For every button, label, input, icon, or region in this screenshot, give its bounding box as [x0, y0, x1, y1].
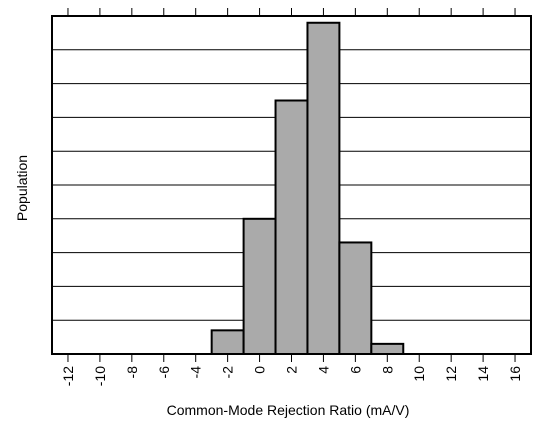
x-tick-label: 14: [475, 366, 491, 382]
histogram-bar: [370, 342, 405, 355]
x-tick-label: -10: [92, 366, 108, 386]
histogram-bars: [210, 21, 405, 356]
x-tick-label: 4: [315, 366, 331, 374]
x-axis-label: Common-Mode Rejection Ratio (mA/V): [167, 402, 410, 418]
x-tick-label: 6: [347, 366, 363, 374]
x-tick-label: 0: [252, 366, 268, 374]
x-tick-label: 2: [284, 366, 300, 374]
x-tick-label: 16: [507, 366, 523, 382]
histogram-bar: [306, 21, 341, 355]
y-axis-label: Population: [14, 155, 30, 221]
histogram-bar: [338, 241, 373, 356]
histogram-bar: [242, 217, 277, 355]
x-tick-label: -4: [188, 366, 204, 379]
x-tick-label: 10: [411, 366, 427, 382]
x-tick-label: -8: [124, 366, 140, 379]
x-axis-ticks: [67, 8, 516, 362]
x-tick-label: 12: [443, 366, 459, 382]
x-tick-label: -12: [60, 366, 76, 386]
x-tick-label: -2: [220, 366, 236, 379]
histogram-bar: [274, 99, 309, 355]
histogram-bar: [210, 329, 245, 355]
x-tick-label: 8: [379, 366, 395, 374]
x-tick-label: -6: [156, 366, 172, 379]
x-axis-tick-labels: -12 -10 -8 -6 -4 -2 0 2 4 6 8 10 12 14 16: [60, 366, 523, 386]
